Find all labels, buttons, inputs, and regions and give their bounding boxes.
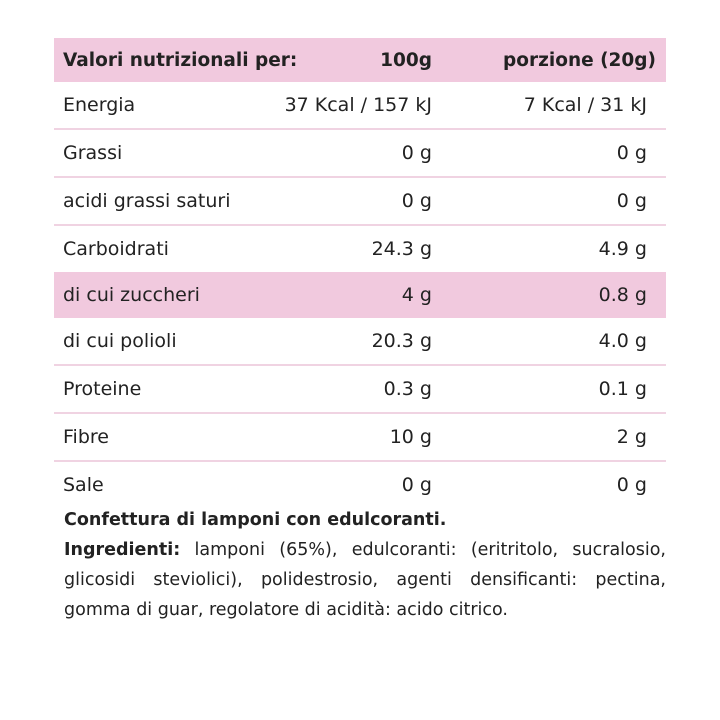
table-row: Grassi 0 g 0 g xyxy=(54,130,666,178)
table-row: Energia 37 Kcal / 157 kJ 7 Kcal / 31 kJ xyxy=(54,82,666,130)
row-portion: 4.9 g xyxy=(598,238,647,260)
header-per100: 100g xyxy=(380,49,432,71)
row-per100: 0 g xyxy=(401,142,432,164)
row-per100: 37 Kcal / 157 kJ xyxy=(284,94,432,116)
row-portion: 0.8 g xyxy=(598,284,647,306)
row-per100: 4 g xyxy=(401,284,432,306)
table-row: Proteine 0.3 g 0.1 g xyxy=(54,366,666,414)
row-label: Grassi xyxy=(63,142,123,164)
row-label: Proteine xyxy=(63,378,142,400)
row-portion: 0 g xyxy=(616,142,647,164)
header-portion: porzione (20g) xyxy=(503,49,656,71)
header-label: Valori nutrizionali per: xyxy=(63,49,298,71)
ingredients-text: lamponi (65%), edulcoranti: (eritritolo,… xyxy=(64,540,666,620)
row-per100: 0.3 g xyxy=(383,378,432,400)
ingredients: Ingredienti: lamponi (65%), edulcoranti:… xyxy=(64,535,666,625)
row-label: Carboidrati xyxy=(63,238,169,260)
product-title: Confettura di lamponi con edulcoranti. xyxy=(64,510,447,530)
ingredients-label: Ingredienti: xyxy=(64,540,181,560)
table-row: di cui zuccheri 4 g 0.8 g xyxy=(54,272,666,318)
table-row: di cui polioli 20.3 g 4.0 g xyxy=(54,318,666,366)
row-label: Fibre xyxy=(63,426,109,448)
row-per100: 0 g xyxy=(401,474,432,496)
row-portion: 0 g xyxy=(616,474,647,496)
nutrition-table: Valori nutrizionali per: 100g porzione (… xyxy=(54,38,666,508)
table-row: Fibre 10 g 2 g xyxy=(54,414,666,462)
row-label: Energia xyxy=(63,94,136,116)
row-portion: 2 g xyxy=(616,426,647,448)
row-label: acidi grassi saturi xyxy=(63,190,231,212)
row-label: di cui zuccheri xyxy=(63,284,200,306)
row-per100: 0 g xyxy=(401,190,432,212)
table-row: Carboidrati 24.3 g 4.9 g xyxy=(54,226,666,272)
row-label: di cui polioli xyxy=(63,330,177,352)
row-portion: 0.1 g xyxy=(598,378,647,400)
product-description: Confettura di lamponi con edulcoranti. I… xyxy=(64,505,666,625)
row-label: Sale xyxy=(63,474,104,496)
table-row: acidi grassi saturi 0 g 0 g xyxy=(54,178,666,226)
row-portion: 0 g xyxy=(616,190,647,212)
table-header: Valori nutrizionali per: 100g porzione (… xyxy=(54,38,666,82)
table-row: Sale 0 g 0 g xyxy=(54,462,666,508)
row-per100: 24.3 g xyxy=(371,238,432,260)
row-portion: 4.0 g xyxy=(598,330,647,352)
row-per100: 10 g xyxy=(389,426,432,448)
row-per100: 20.3 g xyxy=(371,330,432,352)
row-portion: 7 Kcal / 31 kJ xyxy=(523,94,647,116)
